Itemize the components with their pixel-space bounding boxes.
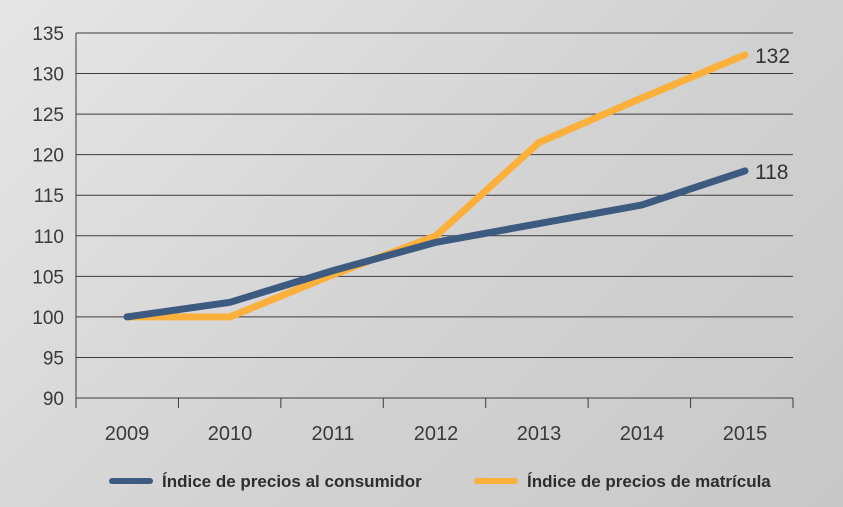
- end-label-0: 118: [755, 161, 788, 184]
- legend-label-1: Índice de precios de matrícula: [527, 472, 771, 491]
- y-tick-label: 125: [32, 105, 64, 126]
- x-tick-label: 2015: [723, 423, 768, 445]
- x-tick-label: 2010: [208, 423, 253, 445]
- y-tick-label: 90: [43, 389, 64, 410]
- x-tick-label: 2012: [414, 423, 459, 445]
- end-label-1: 132: [755, 45, 790, 68]
- series-lines: [123, 51, 749, 321]
- y-tick-label: 115: [34, 186, 64, 207]
- x-tick-label: 2009: [105, 423, 150, 445]
- legend: Índice de precios al consumidor Índice de…: [109, 472, 771, 491]
- y-axis-ticks: 90 95 100 105 110 115 120 125 130 135: [32, 24, 64, 410]
- series-line-0: [123, 167, 749, 321]
- y-tick-label: 135: [32, 24, 64, 45]
- y-tick-label: 120: [32, 146, 64, 167]
- grid-lines: [75, 32, 793, 399]
- y-tick-label: 110: [34, 227, 64, 248]
- legend-label-0: Índice de precios al consumidor: [162, 472, 422, 491]
- y-tick-label: 100: [32, 308, 64, 329]
- end-labels: 118 132: [755, 45, 790, 184]
- x-axis: 2009 2010 2011 2012 2013 2014 2015: [75, 398, 794, 445]
- x-tick-label: 2014: [620, 423, 665, 445]
- x-tick-label: 2011: [311, 423, 354, 445]
- series-line-1: [123, 51, 749, 321]
- y-tick-label: 130: [32, 65, 64, 86]
- y-tick-label: 95: [43, 348, 64, 369]
- x-tick-label: 2013: [517, 423, 562, 445]
- y-tick-label: 105: [32, 267, 64, 288]
